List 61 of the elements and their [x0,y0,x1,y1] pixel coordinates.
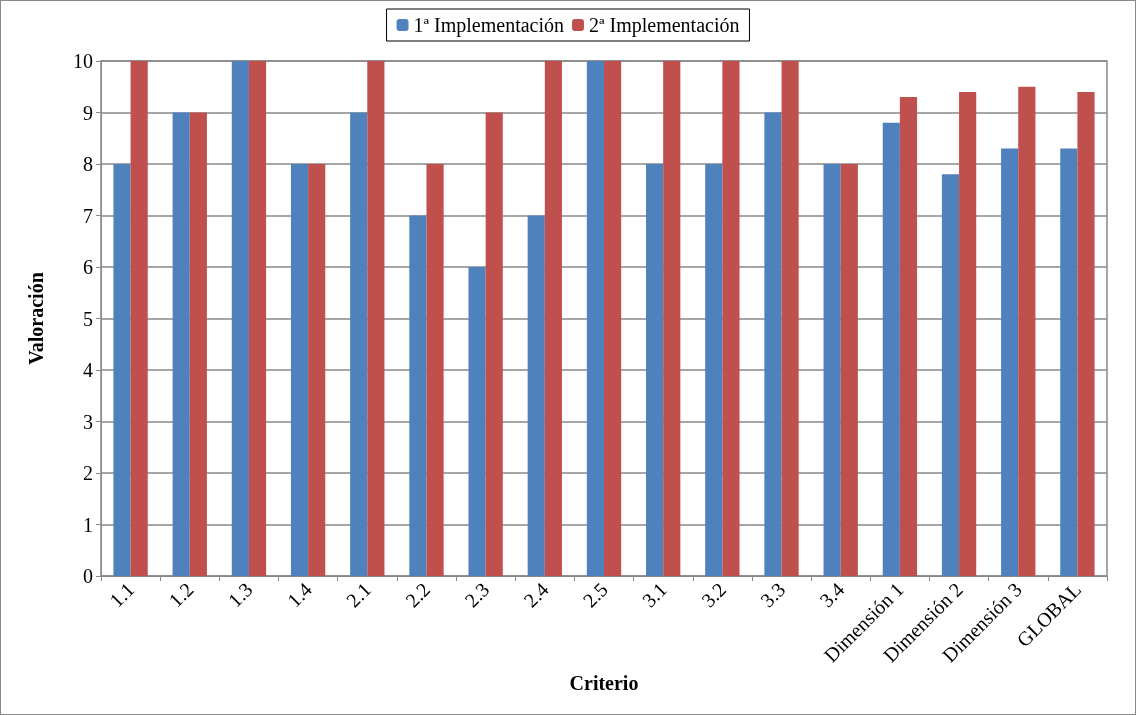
bar [586,61,604,576]
x-tick-label: 1.4 [282,578,316,612]
bar [130,61,148,576]
bar [941,174,960,576]
y-tick-label: 3 [83,410,93,433]
x-tick-label: 1.2 [164,578,198,612]
y-tick-label: 6 [83,256,93,278]
bar [113,164,131,576]
x-tick-label: 3.2 [696,578,731,612]
bar [764,112,782,576]
bar [1001,148,1019,576]
bar [248,61,267,576]
bar [426,164,444,576]
bar [527,215,545,576]
bar [1077,91,1095,576]
bar [604,61,622,576]
bar [705,164,723,576]
bar [959,91,977,576]
bar [882,122,900,576]
x-tick-label: 1.1 [105,578,139,612]
bar [781,61,799,576]
bar [646,164,664,576]
x-tick-label: 3.3 [756,578,790,612]
y-tick-label: 8 [83,153,93,175]
bar [1018,86,1036,576]
y-tick-label: 0 [83,565,93,587]
y-tick-label: 9 [83,101,93,124]
y-tick-label: 10 [73,50,93,72]
y-tick-label: 7 [83,204,93,227]
x-tick-label: 2.2 [401,578,435,612]
bar [544,61,562,576]
x-tick-label: 3.1 [637,578,671,612]
bar [468,267,486,576]
x-tick-label: 2.1 [341,578,376,612]
bar [350,112,368,576]
x-tick-label: 2.5 [578,578,612,612]
bar [231,61,249,576]
x-tick-label: 2.4 [519,578,553,612]
bar [823,164,841,576]
bar [1060,148,1078,576]
bar [189,112,207,576]
bar [485,112,503,576]
bar [722,61,740,576]
bar [663,61,681,576]
bar [840,164,858,576]
y-tick-label: 4 [83,359,93,381]
x-tick-label: 2.3 [460,578,494,612]
bar [308,164,326,576]
y-tick-label: 2 [83,462,93,484]
y-tick-label: 1 [83,513,93,536]
legend-label: 1ª Implementación [413,14,564,37]
bar [409,215,427,576]
y-axis-title: Valoración [25,272,47,365]
x-tick-label: 1.3 [223,578,257,612]
bar [367,61,385,576]
bar [290,164,309,576]
legend-label: 2ª Implementación [589,14,740,37]
bar [899,97,918,576]
y-tick-label: 5 [83,307,93,330]
x-axis-title: Criterio [569,671,639,694]
bar [172,112,190,576]
